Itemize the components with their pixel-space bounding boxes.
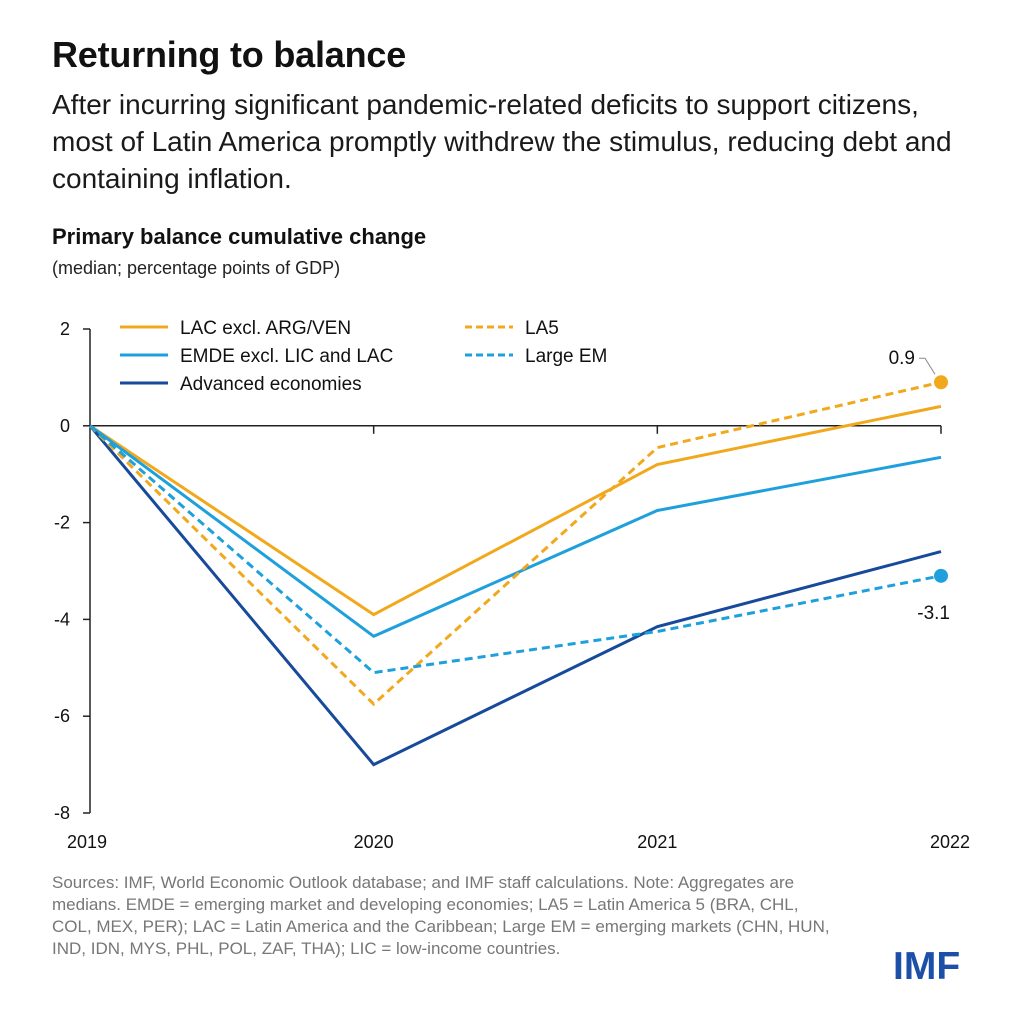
annotations: 0.9 -3.1: [889, 348, 950, 624]
y-tick-label: -2: [54, 513, 70, 533]
y-tick-label: -8: [54, 803, 70, 823]
x-tick-label: 2022: [930, 832, 970, 852]
axes: 2 0 -2 -4 -6 -8 2019 2020 2021 2022: [54, 319, 970, 852]
chart-title: Primary balance cumulative change: [52, 224, 427, 249]
series-line: [89, 424, 942, 675]
legend-label: LAC excl. ARG/VEN: [180, 318, 351, 339]
end-marker: [934, 375, 948, 390]
series-line: [88, 380, 942, 707]
series-line: [89, 424, 942, 639]
page-title: Returning to balance: [52, 34, 407, 75]
legend: LAC excl. ARG/VEN EMDE excl. LIC and LAC A…: [120, 318, 607, 395]
y-tick-label: 2: [60, 319, 70, 339]
y-tick-label: -6: [54, 706, 70, 726]
annotation-leader: [919, 357, 936, 375]
data-label: -3.1: [917, 603, 950, 624]
series-lines: [88, 380, 942, 767]
x-tick-label: 2019: [67, 832, 107, 852]
legend-label: Large EM: [525, 346, 607, 367]
end-marker: [934, 568, 948, 583]
legend-label: LA5: [525, 318, 559, 339]
x-tick-label: 2021: [637, 832, 677, 852]
legend-label: Advanced economies: [180, 374, 362, 395]
y-tick-label: 0: [60, 416, 70, 436]
imf-logo: IMF: [893, 945, 961, 988]
data-label: 0.9: [889, 348, 915, 369]
legend-label: EMDE excl. LIC and LAC: [180, 346, 393, 367]
series-line: [89, 404, 942, 617]
page-subtitle: After incurring significant pandemic-rel…: [52, 89, 952, 194]
footnote: Sources: IMF, World Economic Outlook dat…: [52, 873, 830, 958]
x-tick-label: 2020: [354, 832, 394, 852]
chart-subtitle: (median; percentage points of GDP): [52, 258, 341, 278]
series-line: [88, 424, 942, 767]
y-tick-label: -4: [54, 609, 70, 629]
